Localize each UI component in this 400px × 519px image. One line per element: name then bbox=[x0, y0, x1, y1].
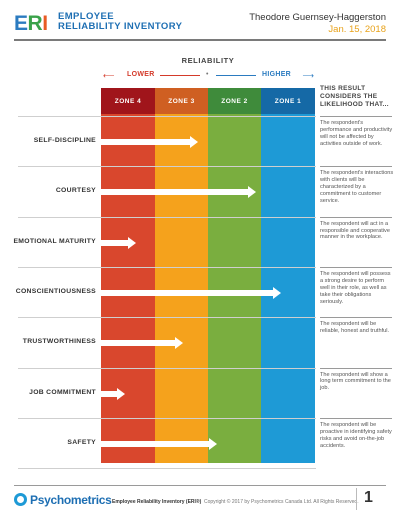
description-divider bbox=[320, 116, 392, 117]
row-divider bbox=[18, 116, 316, 117]
trait-description: The respondent will act in a responsible… bbox=[320, 220, 390, 241]
score-bar bbox=[101, 286, 281, 299]
description-divider bbox=[320, 166, 392, 168]
brand-name: Psychometrics bbox=[30, 493, 112, 507]
reliability-heading: RELIABILITY bbox=[181, 56, 235, 65]
row-divider bbox=[18, 417, 316, 419]
zone-4-column: ZONE 4 bbox=[101, 88, 155, 463]
respondent-name: Theodore Guernsey-Haggerston bbox=[249, 12, 386, 23]
zone-2-column: ZONE 2 bbox=[208, 88, 261, 463]
score-bar bbox=[101, 437, 217, 450]
trait-label: CONSCIENTIOUSNESS bbox=[15, 287, 96, 295]
description-divider bbox=[320, 317, 392, 319]
higher-label: HIGHER bbox=[262, 71, 292, 78]
psychometrics-logo: Psychometrics bbox=[14, 493, 112, 507]
lower-label: LOWER bbox=[127, 71, 155, 78]
zone-2-header: ZONE 2 bbox=[208, 88, 261, 114]
report-date: Jan. 15, 2018 bbox=[328, 24, 386, 35]
trait-label: EMOTIONAL MATURITY bbox=[13, 237, 96, 245]
zone-1-header: ZONE 1 bbox=[261, 88, 315, 114]
zone-1-column: ZONE 1 bbox=[261, 88, 315, 463]
trait-label: JOB COMMITMENT bbox=[29, 388, 96, 396]
description-divider bbox=[320, 216, 392, 218]
score-bar bbox=[101, 387, 125, 400]
trait-description: The respondent's performance and product… bbox=[320, 120, 393, 147]
trait-label: SELF-DISCIPLINE bbox=[33, 137, 96, 144]
trait-label: TRUSTWORTHINESS bbox=[22, 338, 96, 346]
description-divider bbox=[320, 266, 392, 268]
score-bar bbox=[101, 136, 198, 148]
lower-line bbox=[160, 75, 200, 76]
trait-label: SAFETY bbox=[67, 438, 96, 446]
header-divider bbox=[14, 39, 386, 41]
trait-description: The respondent will be proactive in iden… bbox=[320, 421, 392, 449]
psychometrics-logo-icon bbox=[14, 493, 27, 506]
trait-description: The respondent's interactions with clien… bbox=[320, 170, 394, 204]
page-number: 1 bbox=[364, 489, 373, 506]
zone-3-header: ZONE 3 bbox=[155, 88, 208, 114]
arrow-left-icon: ⟵ bbox=[103, 71, 115, 80]
description-divider bbox=[320, 417, 392, 419]
footer-copyright: Copyright © 2017 by Psychometrics Canada… bbox=[204, 499, 359, 505]
trait-description: The respondent will possess a strong des… bbox=[320, 270, 391, 305]
report-title-line1: EMPLOYEE bbox=[58, 11, 114, 22]
footer-divider bbox=[14, 485, 386, 486]
row-divider bbox=[18, 166, 316, 168]
description-divider bbox=[320, 367, 392, 369]
zone-3-column: ZONE 3 bbox=[155, 88, 208, 463]
center-dot-icon: • bbox=[206, 71, 209, 78]
score-bar bbox=[101, 236, 136, 249]
trait-description: The respondent will show a long term com… bbox=[320, 371, 391, 392]
page-separator bbox=[356, 488, 357, 510]
reliability-scale: ⟵ LOWER • HIGHER ⟶ bbox=[100, 70, 316, 80]
report-title: EMPLOYEE RELIABILITY INVENTORY bbox=[58, 12, 182, 32]
row-divider bbox=[18, 266, 316, 268]
row-divider bbox=[18, 317, 316, 319]
report-title-line2: RELIABILITY INVENTORY bbox=[58, 21, 183, 32]
trait-description: The respondent will be reliable, honest … bbox=[320, 321, 390, 335]
eri-logo: ERI bbox=[14, 12, 48, 35]
arrow-right-icon: ⟶ bbox=[302, 71, 314, 80]
row-divider bbox=[18, 216, 316, 218]
zone-4-header: ZONE 4 bbox=[101, 88, 155, 114]
higher-line bbox=[216, 75, 256, 76]
row-divider bbox=[18, 468, 316, 470]
row-divider bbox=[18, 367, 316, 369]
footer-product: Employee Reliability Inventory (ERI®) bbox=[112, 499, 202, 505]
trait-label: COURTESY bbox=[55, 187, 96, 195]
score-bar bbox=[101, 186, 256, 199]
score-bar bbox=[101, 337, 183, 350]
likelihood-heading: THIS RESULT CONSIDERS THE LIKELIHOOD THA… bbox=[320, 85, 389, 108]
